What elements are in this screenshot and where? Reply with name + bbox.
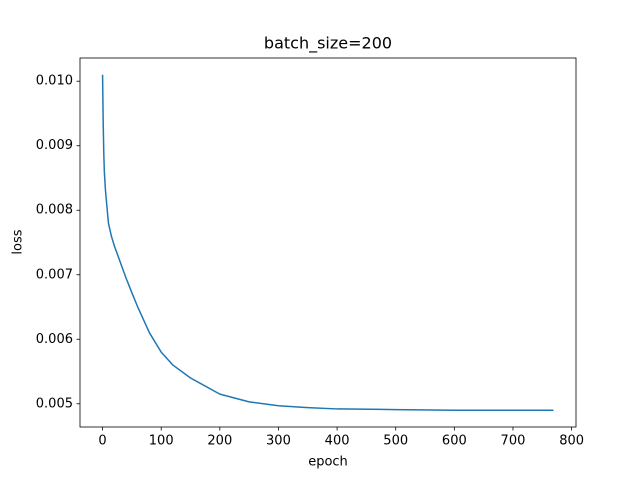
- x-axis-label: epoch: [308, 455, 348, 470]
- x-tick-label: 500: [383, 434, 408, 449]
- x-tick-label: 600: [442, 434, 467, 449]
- x-tick-label: 200: [207, 434, 232, 449]
- x-tick-label: 100: [149, 434, 174, 449]
- plot-frame: [79, 57, 577, 428]
- x-tick-label: 400: [325, 434, 350, 449]
- x-tick-label: 800: [559, 434, 584, 449]
- y-axis-label: loss: [11, 229, 26, 254]
- y-tick-label: 0.010: [36, 74, 73, 89]
- chart-title: batch_size=200: [264, 34, 392, 54]
- y-tick-label: 0.007: [36, 267, 73, 282]
- x-tick-label: 700: [501, 434, 526, 449]
- y-tick-label: 0.006: [36, 332, 73, 347]
- y-tick-label: 0.009: [36, 138, 73, 153]
- y-tick-label: 0.005: [36, 396, 73, 411]
- line-series: [101, 74, 554, 411]
- x-tick-label: 0: [98, 434, 106, 449]
- y-tick-label: 0.008: [36, 203, 73, 218]
- x-tick-label: 300: [266, 434, 291, 449]
